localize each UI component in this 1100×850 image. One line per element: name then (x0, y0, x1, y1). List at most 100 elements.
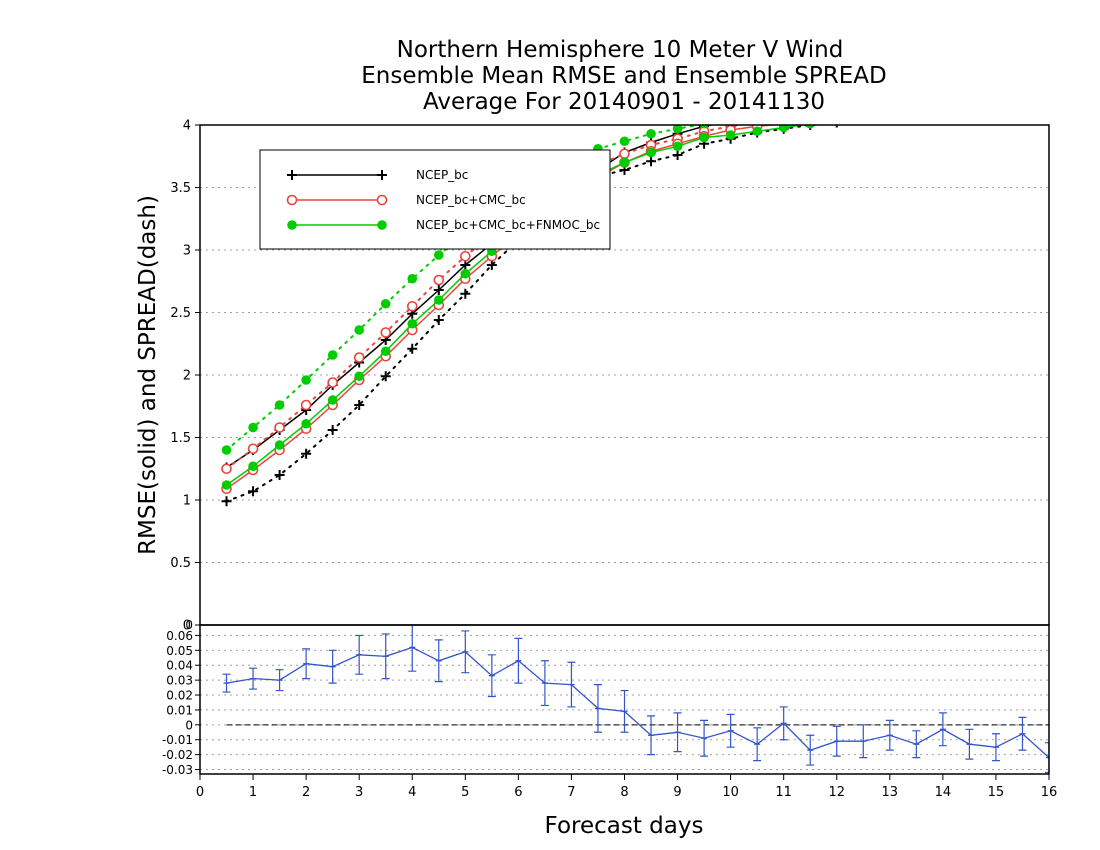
circle-marker (938, 107, 947, 116)
filled-marker (805, 125, 815, 129)
circle-marker (380, 327, 392, 338)
plus-marker (1044, 105, 1054, 115)
y-tick-label: -0.03 (162, 763, 193, 777)
plus-marker (433, 315, 444, 325)
filled-marker (433, 295, 444, 305)
filled-marker (460, 268, 471, 279)
plus-marker (1017, 95, 1027, 105)
x-tick-label: 4 (408, 785, 416, 800)
filled-marker (354, 325, 364, 335)
legend: NCEP_bc NCEP_bc+CMC_bc NCEP_bc+CMC_bc+FNMO… (259, 149, 611, 250)
plus-marker (433, 285, 444, 295)
filled-marker (752, 126, 762, 137)
x-tick-label: 7 (567, 785, 575, 800)
filled-marker (433, 250, 444, 260)
difference-line (226, 646, 1049, 759)
filled-marker (301, 418, 311, 429)
circle-marker (327, 377, 338, 388)
y-tick-label: 0 (185, 618, 193, 632)
x-tick-label: 8 (620, 785, 628, 800)
x-tick-label: 3 (355, 785, 363, 800)
y-tick-label: 0.03 (166, 674, 193, 688)
plus-marker (407, 343, 418, 354)
circle-marker (859, 111, 868, 120)
circle-marker (912, 103, 921, 112)
circle-marker (274, 422, 285, 433)
difference-area (222, 625, 1049, 774)
filled-marker (274, 440, 285, 450)
plus-marker (938, 98, 948, 108)
filled-marker (858, 114, 868, 124)
y-tick-label: -0.01 (162, 733, 193, 747)
filled-marker (991, 90, 1001, 100)
x-tick-label: 11 (775, 785, 792, 800)
filled-marker (699, 125, 709, 129)
filled-marker (380, 298, 391, 309)
circle-marker (832, 108, 841, 117)
y-tick-label: 0 (185, 718, 193, 732)
y-axis-label: RMSE(solid) and SPREAD(dash) (135, 195, 161, 555)
chart-title-line-3: Average For 20140901 - 20141130 (423, 89, 825, 115)
plus-marker (832, 104, 842, 114)
plus-marker (672, 150, 683, 160)
legend-item: NCEP_bc+CMC_bc+FNMOC_bc (287, 218, 600, 232)
x-tick-label: 16 (1041, 785, 1058, 800)
filled-marker (646, 128, 656, 139)
x-axis-label: Forecast days (545, 813, 704, 839)
circle-marker (1018, 98, 1027, 107)
legend-label: NCEP_bc (416, 168, 468, 182)
circle-marker (1018, 103, 1027, 112)
filled-marker (287, 220, 297, 230)
plus-marker (380, 371, 391, 382)
filled-marker (912, 94, 922, 104)
plus-marker (991, 95, 1001, 105)
filled-marker (912, 111, 922, 121)
y-tick-label: 3 (183, 244, 191, 259)
filled-marker (327, 395, 338, 405)
filled-marker (619, 136, 630, 147)
filled-marker (858, 98, 868, 108)
x-tick-label: 12 (828, 785, 845, 800)
y-tick-label: 1.5 (170, 431, 191, 446)
circle-marker (247, 443, 259, 455)
filled-marker (885, 113, 895, 123)
circle-marker (885, 109, 894, 118)
plus-marker (486, 260, 497, 270)
plus-marker (911, 99, 921, 109)
circle-marker (376, 194, 388, 206)
plus-marker (301, 448, 312, 459)
plus-marker (377, 170, 387, 180)
plus-marker (858, 115, 868, 125)
filled-marker (725, 130, 736, 140)
filled-marker (221, 445, 232, 455)
y-tick-label: 3.5 (170, 181, 191, 196)
x-tick-label: 14 (935, 785, 952, 800)
y-tick-label: 1 (183, 494, 191, 509)
filled-marker (354, 371, 364, 382)
filled-marker (699, 132, 709, 143)
circle-marker (938, 102, 947, 111)
filled-marker (726, 114, 736, 124)
filled-marker (885, 96, 895, 106)
series-line-spread (225, 125, 821, 503)
filled-marker (672, 141, 683, 152)
filled-marker (832, 100, 842, 110)
filled-marker (248, 461, 258, 472)
y-tick-label: 0.04 (166, 659, 193, 673)
series-line-rmse (225, 125, 808, 486)
circle-marker (832, 113, 841, 122)
circle-marker (286, 194, 298, 206)
filled-marker (248, 422, 258, 433)
plus-marker (964, 96, 974, 106)
filled-marker (274, 400, 285, 410)
chart-title-line-2: Ensemble Mean RMSE and Ensemble SPREAD (361, 63, 886, 89)
plus-marker (287, 170, 297, 180)
circle-marker (859, 106, 868, 115)
filled-marker (301, 375, 311, 385)
circle-marker (1045, 97, 1054, 106)
series-line-spread (225, 125, 704, 451)
filled-marker (221, 480, 232, 490)
x-tick-label: 5 (461, 785, 469, 800)
circle-marker (808, 125, 812, 126)
